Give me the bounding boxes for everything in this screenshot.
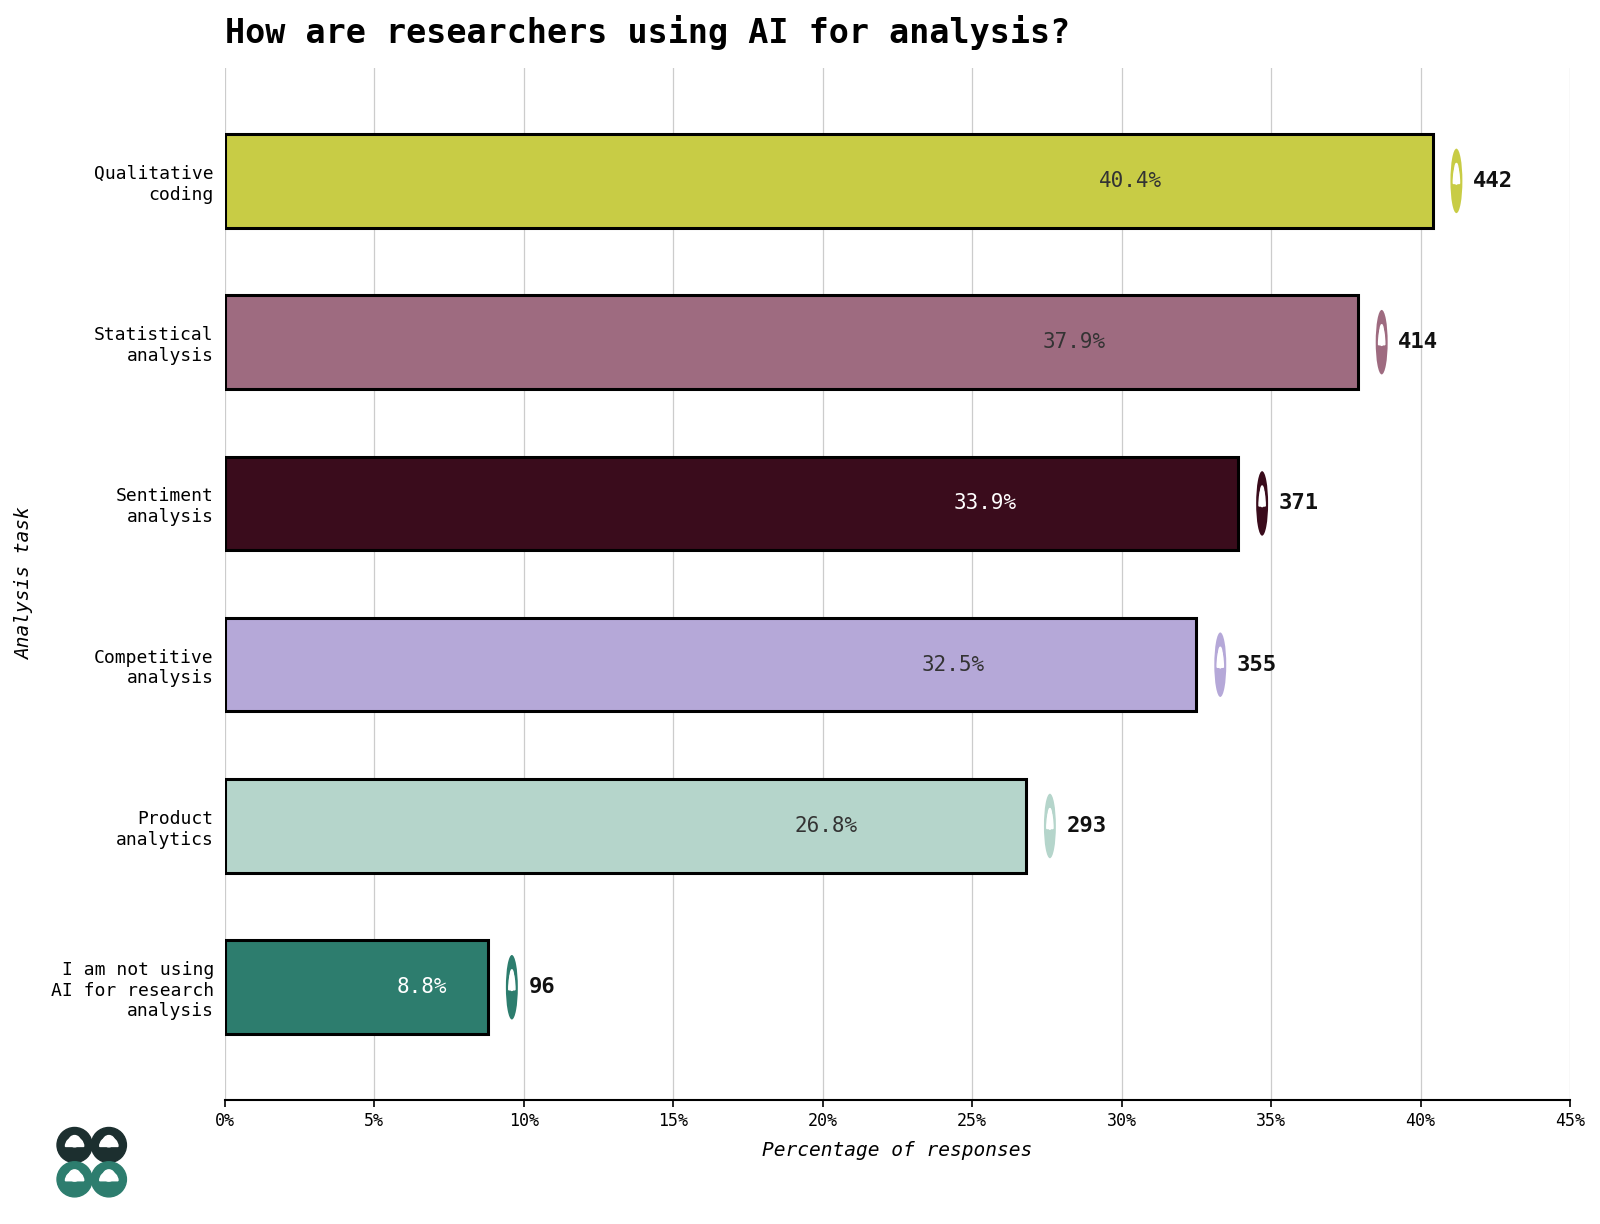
Wedge shape: [66, 1171, 83, 1181]
Text: 371: 371: [1278, 493, 1318, 513]
Circle shape: [1451, 148, 1462, 213]
Circle shape: [1218, 647, 1222, 668]
Wedge shape: [1046, 812, 1053, 829]
Wedge shape: [66, 1137, 83, 1147]
Text: 293: 293: [1066, 816, 1107, 836]
Text: How are researchers using AI for analysis?: How are researchers using AI for analysi…: [226, 15, 1070, 50]
Circle shape: [510, 969, 514, 990]
Text: 26.8%: 26.8%: [794, 816, 858, 836]
Text: 33.9%: 33.9%: [954, 493, 1016, 513]
Text: 32.5%: 32.5%: [922, 655, 986, 674]
Y-axis label: Analysis task: Analysis task: [14, 508, 34, 661]
Circle shape: [69, 1136, 80, 1147]
Bar: [226, 618, 1197, 711]
Wedge shape: [1218, 650, 1224, 667]
Bar: [226, 457, 1238, 551]
Circle shape: [91, 1127, 126, 1163]
Text: 355: 355: [1237, 655, 1277, 674]
Bar: [226, 780, 1026, 873]
Wedge shape: [1453, 166, 1459, 184]
Text: 37.9%: 37.9%: [1043, 332, 1106, 353]
Wedge shape: [509, 973, 515, 990]
Text: 40.4%: 40.4%: [1099, 171, 1162, 191]
Circle shape: [104, 1136, 115, 1147]
Bar: [226, 940, 488, 1034]
Circle shape: [1043, 793, 1056, 858]
Circle shape: [1048, 809, 1051, 829]
Circle shape: [1376, 310, 1387, 375]
Wedge shape: [99, 1171, 118, 1181]
Circle shape: [1454, 164, 1458, 184]
Circle shape: [58, 1127, 93, 1163]
Wedge shape: [99, 1137, 118, 1147]
X-axis label: Percentage of responses: Percentage of responses: [762, 1141, 1032, 1160]
Bar: [226, 135, 1432, 228]
Text: 96: 96: [528, 977, 555, 998]
Circle shape: [1214, 633, 1226, 696]
Bar: [226, 295, 1358, 389]
Circle shape: [58, 1162, 93, 1197]
Circle shape: [1256, 471, 1269, 536]
Circle shape: [69, 1170, 80, 1181]
Circle shape: [1261, 486, 1264, 507]
Wedge shape: [1259, 490, 1266, 506]
Circle shape: [1379, 324, 1384, 345]
Wedge shape: [1379, 328, 1384, 345]
Circle shape: [104, 1170, 115, 1181]
Text: 442: 442: [1474, 171, 1514, 191]
Circle shape: [506, 955, 518, 1020]
Text: 8.8%: 8.8%: [397, 977, 448, 998]
Circle shape: [91, 1162, 126, 1197]
Text: 414: 414: [1398, 332, 1438, 353]
